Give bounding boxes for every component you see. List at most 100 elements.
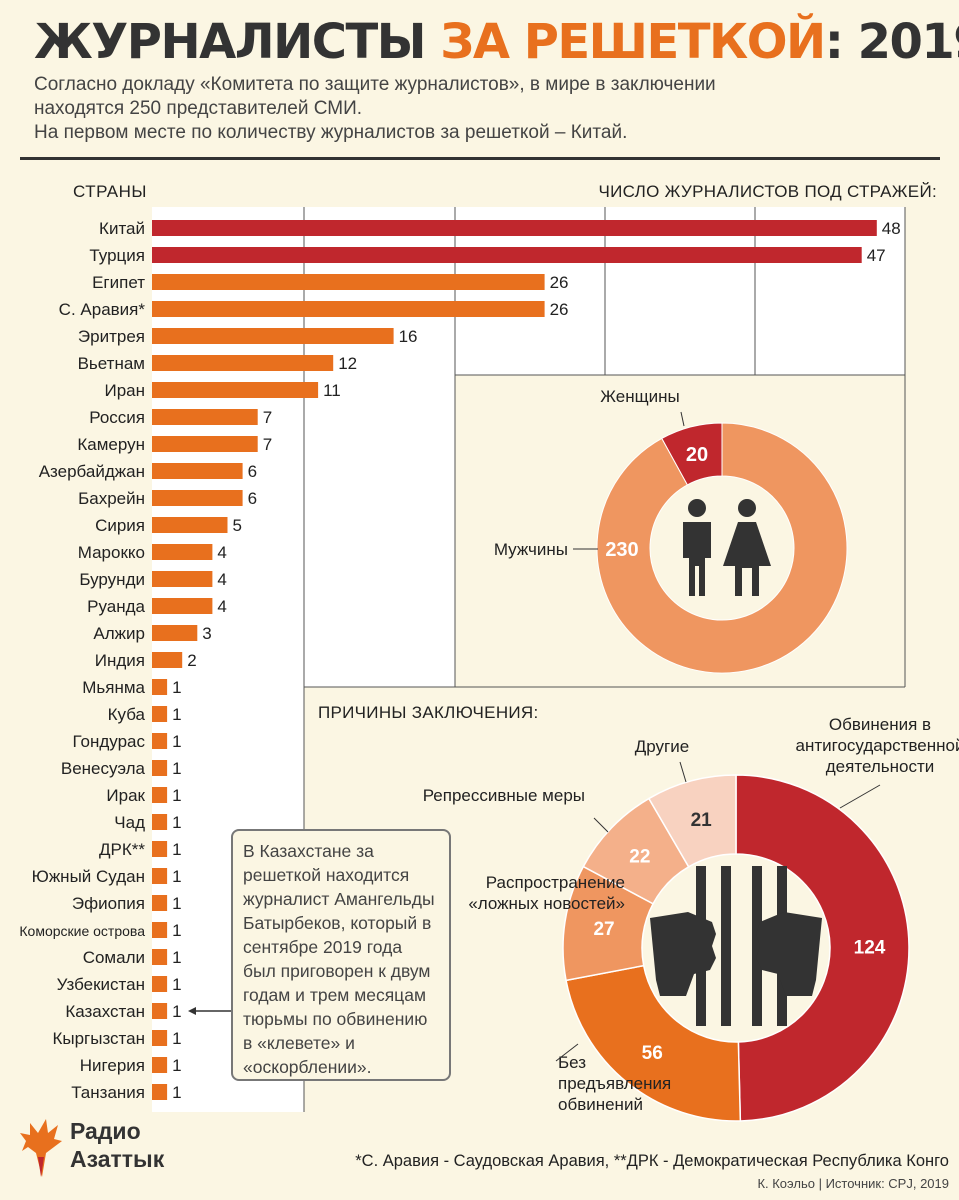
donut-category-label: Женщины [600, 387, 679, 406]
donut-category-label: Без [558, 1053, 586, 1072]
bar-value-label: 1 [172, 921, 181, 940]
bar-value-label: 12 [338, 354, 357, 373]
man-icon-head [688, 499, 706, 517]
flame-icon [20, 1119, 62, 1177]
bar [152, 976, 168, 992]
bar-value-label: 7 [263, 435, 272, 454]
bar-category-label: Эритрея [78, 327, 145, 346]
leader-line [679, 761, 687, 783]
bar-value-label: 1 [172, 786, 181, 805]
bar-value-label: 4 [217, 543, 226, 562]
bar-category-label: Марокко [78, 543, 145, 562]
bar-value-label: 1 [172, 840, 181, 859]
bar [152, 922, 168, 938]
bar-category-label: Турция [89, 246, 145, 265]
donut-category-label: «ложных новостей» [468, 894, 625, 913]
subtitle: Согласно докладу «Комитета по защите жур… [34, 73, 794, 145]
countries-label: СТРАНЫ [73, 182, 147, 201]
bar-value-label: 4 [217, 597, 226, 616]
reasons-donut: 124 56 27 22 21 Обвинения в антигосударственно… [423, 715, 959, 1122]
bar [152, 706, 168, 722]
bar-value-label: 2 [187, 651, 196, 670]
fist-icon-right [756, 912, 822, 996]
gender-donut: 20 230 Женщины Мужчины [494, 387, 848, 674]
donut-value-label: 56 [642, 1043, 663, 1064]
reasons-label: ПРИЧИНЫ ЗАКЛЮЧЕНИЯ: [318, 703, 539, 722]
bar [152, 814, 168, 830]
donut-slice [647, 774, 737, 868]
bar-category-label: Кыргызстан [52, 1029, 145, 1048]
fist-icon-left [650, 912, 716, 996]
bar-category-label: Иран [104, 381, 145, 400]
leader-line [555, 1043, 579, 1062]
bar [152, 355, 334, 371]
bar [152, 598, 213, 614]
bar [152, 1057, 168, 1073]
bar [152, 517, 228, 533]
bar-category-label: Эфиопия [72, 894, 145, 913]
bar-value-label: 26 [550, 273, 569, 292]
kazakhstan-note: В Казахстане за решеткой находится журна… [231, 829, 451, 1081]
bar-category-label: Узбекистан [57, 975, 145, 994]
bar-category-label: Камерун [77, 435, 145, 454]
note-arrow-head [188, 1007, 196, 1015]
man-icon-body [683, 522, 711, 596]
subtitle-line2: находятся 250 представителей СМИ. [34, 98, 363, 119]
bar [152, 220, 877, 236]
bar-value-label: 4 [217, 570, 226, 589]
bar [152, 868, 168, 884]
bar-value-label: 11 [323, 381, 341, 400]
bar-category-label: Нигерия [80, 1056, 145, 1075]
woman-icon-body [723, 522, 771, 596]
prison-bar [721, 866, 731, 1026]
bar [152, 382, 319, 398]
bar [152, 436, 258, 452]
bar [152, 733, 168, 749]
credit: К. Коэльо | Источник: CPJ, 2019 [757, 1176, 949, 1191]
donut-category-label: деятельности [826, 757, 934, 776]
subtitle-line3: На первом месте по количеству журналисто… [34, 122, 628, 143]
bar [152, 679, 168, 695]
donut-value-label: 124 [854, 937, 886, 958]
logo-text: Радио Азаттык [70, 1117, 164, 1173]
donut-category-label: Репрессивные меры [423, 786, 585, 805]
bar [152, 895, 168, 911]
bar-category-label: Египет [92, 273, 145, 292]
bar-category-label: Бахрейн [78, 489, 145, 508]
page-title: ЖУРНАЛИСТЫ ЗА РЕШЕТКОЙ: 2019 [34, 14, 959, 70]
bar [152, 409, 258, 425]
bar-value-label: 1 [172, 948, 181, 967]
bar-category-label: Мьянма [82, 678, 145, 697]
logo-line2: Азаттык [70, 1146, 165, 1172]
bar [152, 463, 243, 479]
donut-slice [596, 422, 848, 674]
leader-line [839, 784, 881, 809]
bar-value-label: 1 [172, 678, 181, 697]
bar-value-label: 5 [233, 516, 242, 535]
donut-category-label: Мужчины [494, 540, 568, 559]
bar-value-label: 1 [172, 705, 181, 724]
footnote: *С. Аравия - Саудовская Аравия, **ДРК - … [355, 1152, 949, 1170]
bar-value-label: 26 [550, 300, 569, 319]
bar-value-label: 1 [172, 894, 181, 913]
donut-value-label: 27 [593, 919, 614, 940]
donut-slice [565, 964, 742, 1122]
bar-value-label: 1 [172, 867, 181, 886]
bar-value-label: 6 [248, 462, 257, 481]
bar [152, 328, 394, 344]
bar-category-label: Россия [89, 408, 145, 427]
bar-value-label: 6 [248, 489, 257, 508]
bar-value-label: 1 [172, 1056, 181, 1075]
bar [152, 571, 213, 587]
bar [152, 544, 213, 560]
bar-value-label: 1 [172, 759, 181, 778]
bar-category-label: Коморские острова [19, 923, 145, 939]
donut-value-label: 21 [691, 810, 713, 831]
bar-value-label: 47 [867, 246, 886, 265]
bar [152, 841, 168, 857]
bar [152, 949, 168, 965]
header-divider [20, 157, 940, 160]
title-part1: ЖУРНАЛИСТЫ [34, 14, 427, 70]
